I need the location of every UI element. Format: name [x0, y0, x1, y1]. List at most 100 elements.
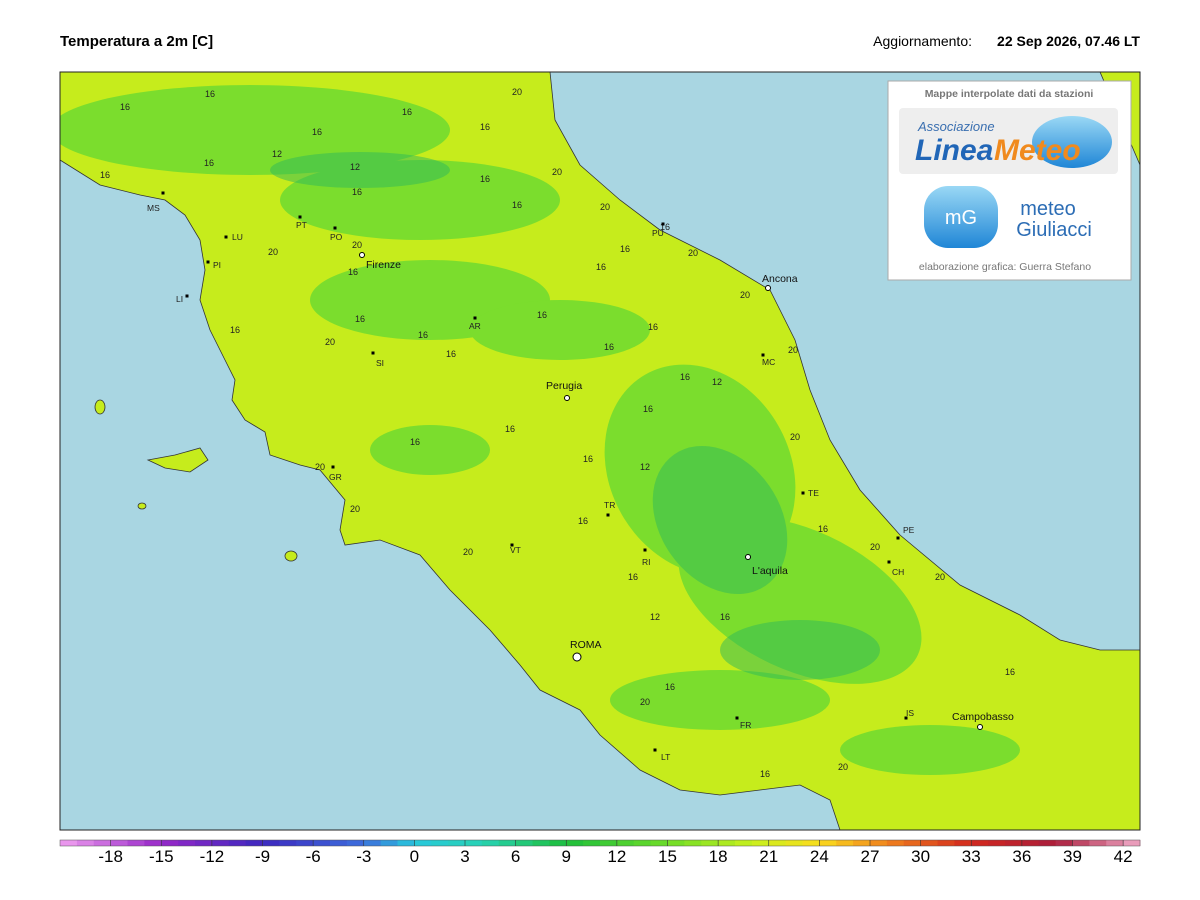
contour-label: 16: [537, 310, 547, 320]
contour-label: 16: [312, 127, 322, 137]
contour-label: 12: [650, 612, 660, 622]
logo2-line2: Giuliacci: [1016, 219, 1092, 241]
colorbar-tick-label: 36: [1012, 847, 1031, 866]
colorbar-tick-label: 42: [1114, 847, 1133, 866]
city-label: Campobasso: [952, 711, 1014, 723]
colorbar-swatch: [1106, 840, 1124, 846]
colorbar-tick-label: -6: [306, 847, 321, 866]
logo-cloud: [1032, 116, 1112, 168]
contour-label: 16: [352, 187, 362, 197]
colorbar-tick-label: 33: [962, 847, 981, 866]
city-marker: [371, 351, 375, 355]
colorbar-swatch: [161, 840, 179, 846]
colorbar-swatch: [600, 840, 618, 846]
colorbar-swatch: [920, 840, 938, 846]
colorbar-swatch: [870, 840, 888, 846]
colorbar-swatch: [853, 840, 871, 846]
city-marker: [510, 543, 514, 547]
colorbar-frame: [59, 839, 1141, 847]
city-marker: [896, 536, 900, 540]
city-marker: [473, 316, 477, 320]
contour-label: 16: [120, 102, 130, 112]
colorbar-swatch: [481, 840, 500, 846]
logo2-mark-bg: [924, 186, 998, 248]
city-label: PI: [213, 260, 221, 270]
city-marker: [977, 724, 983, 730]
contour-label: 20: [740, 290, 750, 300]
colorbar-swatch: [1055, 840, 1073, 846]
city-label: ROMA: [570, 639, 602, 651]
contour-label: 16: [204, 158, 214, 168]
contour-label: 16: [205, 89, 215, 99]
contour-label: 16: [418, 330, 428, 340]
colorbar-swatch: [498, 840, 517, 846]
contour-label: 16: [410, 437, 420, 447]
colorbar-swatch: [228, 840, 247, 846]
city-marker: [606, 513, 610, 517]
colorbar-swatch: [262, 840, 280, 846]
contour-label: 20: [268, 247, 278, 257]
city-label: IS: [906, 708, 914, 718]
city-label: PT: [296, 220, 307, 230]
contour-label: 20: [870, 542, 880, 552]
contour-label: 16: [505, 424, 515, 434]
colorbar-swatch: [684, 840, 702, 846]
city-marker: [643, 548, 647, 552]
city-label: LI: [176, 294, 183, 304]
colorbar-swatch: [178, 840, 196, 846]
colorbar-swatch: [633, 840, 652, 846]
contour-label: 16: [818, 524, 828, 534]
colorbar-swatch: [465, 840, 483, 846]
colorbar-swatch: [937, 840, 955, 846]
contour-label: 20: [688, 248, 698, 258]
logo-small: Associazione: [917, 119, 995, 134]
colorbar-swatch: [616, 840, 635, 846]
city-marker: [224, 235, 228, 239]
colorbar-tick-label: 39: [1063, 847, 1082, 866]
city-label: Firenze: [366, 259, 401, 271]
colorbar: -18 -15 -12 -9 -6 -3 0 3 6 9 12 15 18 21 24 27 30 33 36 39 4…: [59, 839, 1141, 866]
colorbar-tick-label: 6: [511, 847, 520, 866]
colorbar-swatch: [735, 840, 753, 846]
contour-label: 12: [712, 377, 722, 387]
colorbar-swatch: [431, 840, 449, 846]
colorbar-tick-label: -12: [200, 847, 225, 866]
credits-footer: elaborazione grafica: Guerra Stefano: [919, 261, 1091, 273]
contour-label: 16: [480, 174, 490, 184]
city-marker: [745, 554, 751, 560]
city-label: RI: [642, 557, 651, 567]
colorbar-swatch: [583, 840, 601, 846]
city-label: PO: [330, 232, 343, 242]
contour-label: 16: [512, 200, 522, 210]
contour-label: 16: [648, 322, 658, 332]
mountains: [270, 152, 880, 680]
city-marker: [206, 260, 210, 264]
logo2-line1: meteo: [1020, 198, 1076, 220]
city-label: TE: [808, 488, 819, 498]
contour-label: 20: [838, 762, 848, 772]
city-label: Ancona: [762, 273, 798, 285]
contour-label: 20: [640, 697, 650, 707]
city-marker: [801, 491, 805, 495]
contour-label: 16: [446, 349, 456, 359]
colorbar-swatch: [1038, 840, 1057, 846]
colorbar-tick-label: -9: [255, 847, 270, 866]
colorbar-tick-label: 3: [460, 847, 469, 866]
city-label: LU: [232, 232, 243, 242]
colorbar-tick-label: 9: [562, 847, 571, 866]
city-label: Perugia: [546, 380, 582, 392]
contour-label: 16: [620, 244, 630, 254]
colorbar-swatch: [650, 840, 668, 846]
colorbar-swatch: [380, 840, 398, 846]
contour-label: 16: [760, 769, 770, 779]
contour-label: 16: [720, 612, 730, 622]
colorbar-swatch: [211, 840, 230, 846]
contour-label: 20: [352, 240, 362, 250]
colorbar-swatch: [279, 840, 297, 846]
colorbar-swatch: [127, 840, 145, 846]
contour-label: 16: [348, 267, 358, 277]
contour-label: 20: [600, 202, 610, 212]
contour-label: 20: [788, 345, 798, 355]
city-label: CH: [892, 567, 904, 577]
